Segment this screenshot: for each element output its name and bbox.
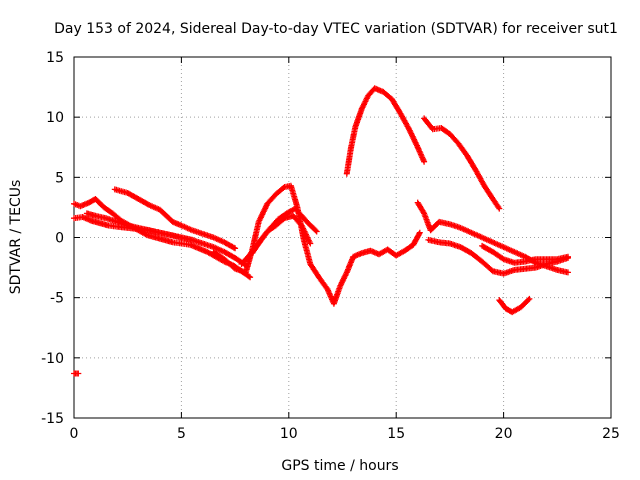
series-arc-12 — [479, 242, 571, 266]
y-tick-label: -15 — [41, 411, 64, 427]
x-tick-label: 25 — [602, 426, 620, 442]
x-tick-labels: 0 5 10 15 20 25 — [70, 426, 620, 442]
data-point-trace — [479, 242, 571, 266]
y-tick-label: 0 — [55, 231, 64, 247]
data-point-trace — [111, 186, 239, 252]
series-arc-11 — [425, 236, 571, 277]
y-tick-labels: -15 -10 -5 0 5 10 15 — [41, 50, 64, 427]
data-point-trace — [71, 196, 254, 281]
series-arc-3 — [83, 210, 249, 269]
x-axis-label: GPS time / hours — [281, 458, 398, 474]
y-tick-label: 15 — [46, 50, 64, 66]
data-point-trace — [496, 295, 533, 316]
y-tick-label: -5 — [50, 291, 64, 307]
series-arc-5 — [210, 182, 423, 307]
x-tick-label: 20 — [495, 426, 513, 442]
x-tick-label: 10 — [280, 426, 298, 442]
series-arc-1 — [71, 196, 254, 281]
y-tick-label: 5 — [55, 170, 64, 186]
grid-lines — [74, 57, 611, 418]
y-tick-label: -10 — [41, 351, 64, 367]
series-arc-14 — [71, 370, 82, 377]
y-axis-label: SDTVAR / TECUs — [8, 180, 24, 295]
data-point-trace — [343, 85, 428, 177]
series-arc-9 — [421, 115, 503, 212]
series-arc-7 — [238, 212, 314, 267]
data-point-trace — [210, 182, 423, 307]
y-tick-label: 10 — [46, 110, 64, 126]
chart-title: Day 153 of 2024, Sidereal Day-to-day VTE… — [54, 21, 618, 37]
x-tick-label: 5 — [177, 426, 186, 442]
x-tick-label: 0 — [70, 426, 79, 442]
data-point-trace — [83, 210, 249, 269]
data-point-trace — [238, 212, 314, 267]
data-point-trace — [425, 236, 571, 277]
data-point-trace — [421, 115, 503, 212]
series-arc-4 — [111, 186, 239, 252]
series-arc-8 — [343, 85, 428, 177]
series-arc-13 — [496, 295, 533, 316]
axis-ticks — [73, 56, 612, 419]
x-tick-label: 15 — [387, 426, 405, 442]
data-point-trace — [71, 370, 82, 377]
data-series — [71, 85, 571, 377]
